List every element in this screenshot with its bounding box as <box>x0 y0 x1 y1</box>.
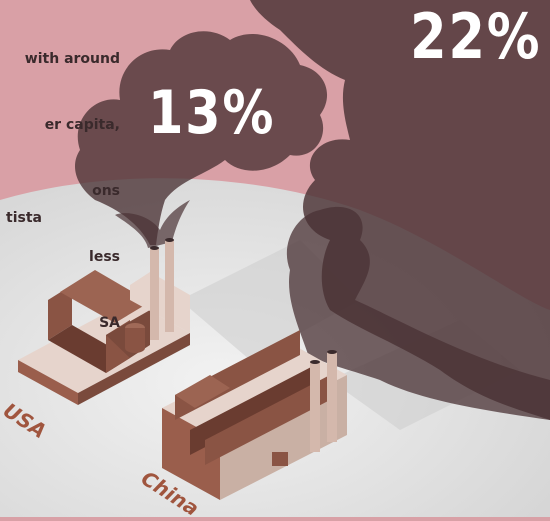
intro-line: er capita, <box>44 117 120 133</box>
source-text: tista <box>6 210 42 226</box>
intro-line: ons <box>92 183 120 199</box>
factory-china <box>162 330 347 500</box>
intro-line: less <box>89 249 120 265</box>
intro-line: with around <box>24 51 120 67</box>
usa-share-label: 13% <box>148 78 276 148</box>
factory-usa <box>18 238 190 405</box>
smoke-plume-china <box>286 206 550 420</box>
smoke-cloud-usa <box>75 31 328 245</box>
intro-text: with around er capita, ons less SA <box>0 4 120 356</box>
china-share-label: 22% <box>410 0 542 73</box>
intro-line: SA <box>99 315 120 331</box>
smoke-stream-usa <box>115 200 190 248</box>
smoke-cloud-china <box>250 0 550 420</box>
